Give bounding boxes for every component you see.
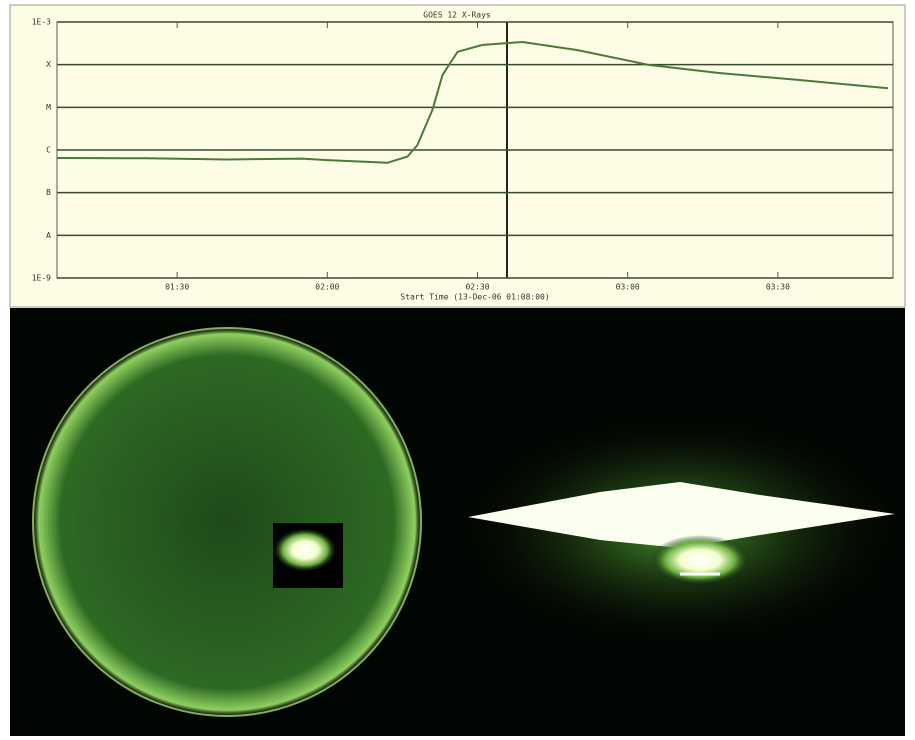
chart-panel bbox=[10, 5, 905, 307]
y-tick-label: X bbox=[46, 60, 51, 69]
active-region bbox=[273, 528, 337, 572]
x-tick-label: 02:00 bbox=[315, 283, 339, 292]
page: {"chart_data": {"type": "line", "title":… bbox=[0, 0, 915, 740]
chart-title: GOES 12 X-Rays bbox=[423, 11, 491, 20]
x-tick-label: 02:30 bbox=[465, 283, 489, 292]
y-tick-label: C bbox=[46, 146, 51, 155]
flare-loop bbox=[650, 535, 750, 585]
x-tick-label: 01:30 bbox=[165, 283, 189, 292]
x-tick-label: 03:00 bbox=[616, 283, 640, 292]
screen: GOES 12 X-Rays Start Time (13-Dec-06 01:… bbox=[0, 0, 915, 740]
y-tick-label: 1E-9 bbox=[32, 274, 51, 283]
y-tick-label: B bbox=[46, 188, 51, 197]
y-tick-label: M bbox=[46, 103, 51, 112]
y-tick-label: A bbox=[46, 231, 51, 240]
x-tick-label: 03:30 bbox=[766, 283, 790, 292]
y-tick-label: 1E-3 bbox=[32, 18, 51, 27]
x-axis-label: Start Time (13-Dec-06 01:08:00) bbox=[400, 293, 549, 302]
